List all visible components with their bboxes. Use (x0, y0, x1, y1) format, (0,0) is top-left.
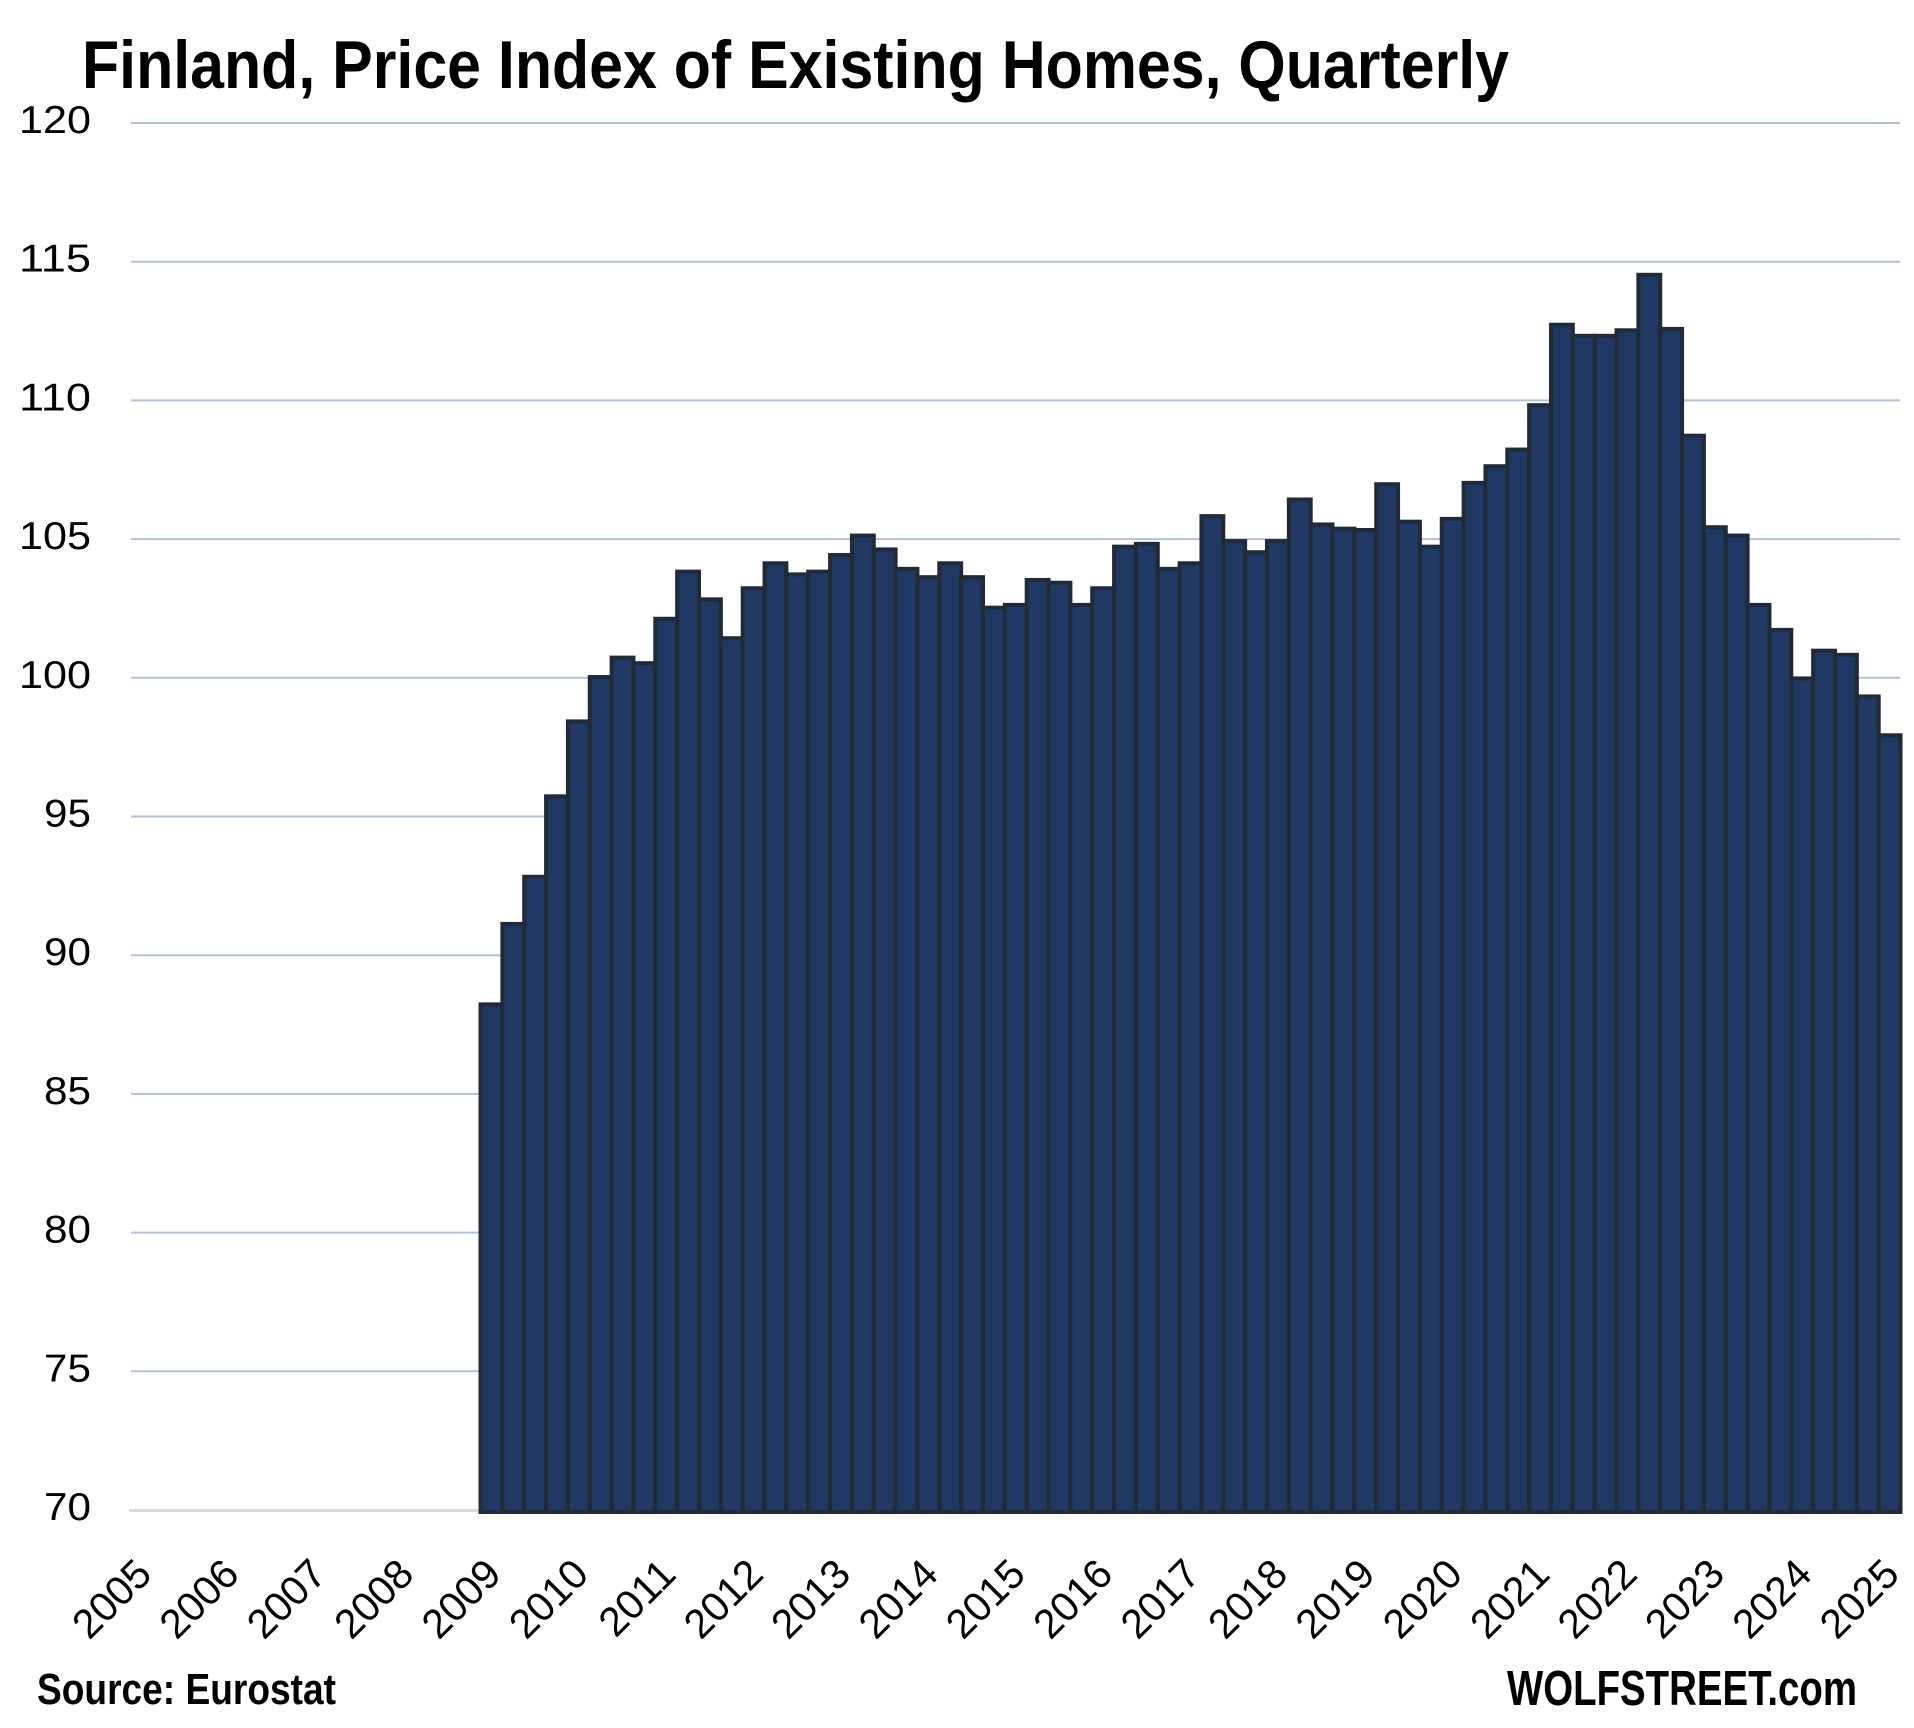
svg-text:110: 110 (19, 376, 91, 419)
svg-text:Source: Eurostat: Source: Eurostat (37, 1665, 336, 1714)
svg-text:Finland, Price Index of Existi: Finland, Price Index of Existing Homes, … (82, 28, 1509, 103)
svg-text:75: 75 (44, 1347, 91, 1390)
svg-text:WOLFSTREET.com: WOLFSTREET.com (1507, 1662, 1857, 1716)
svg-text:80: 80 (44, 1209, 91, 1252)
svg-text:105: 105 (19, 515, 91, 558)
svg-text:100: 100 (19, 654, 91, 697)
svg-text:90: 90 (44, 931, 91, 974)
svg-text:70: 70 (44, 1486, 91, 1529)
svg-text:115: 115 (19, 238, 91, 281)
svg-text:85: 85 (44, 1070, 91, 1113)
svg-text:95: 95 (44, 793, 91, 836)
svg-text:120: 120 (19, 99, 91, 142)
